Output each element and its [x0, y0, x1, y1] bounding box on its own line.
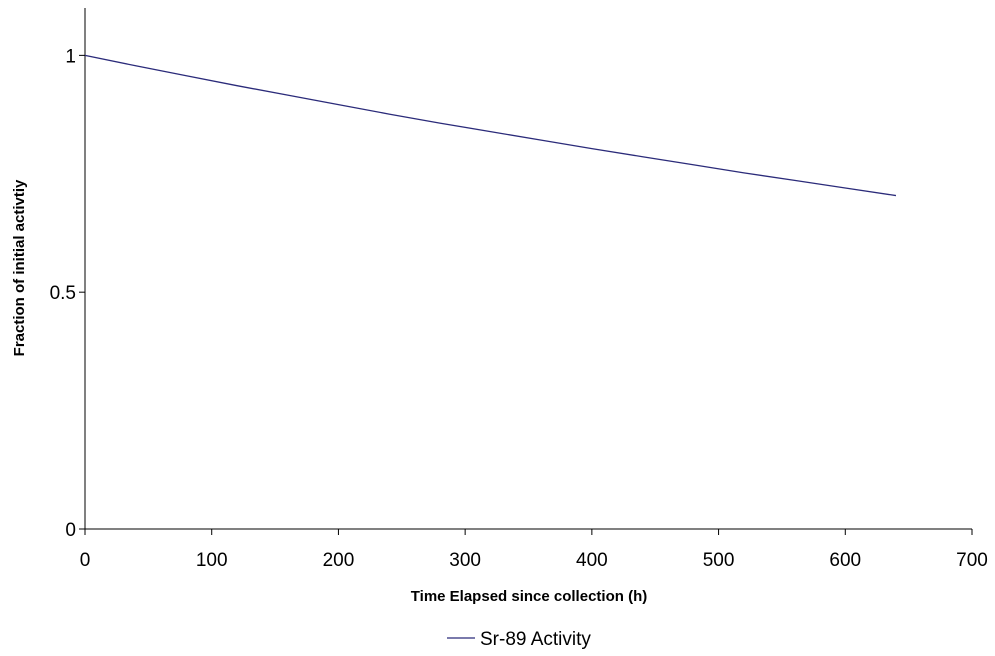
x-tick-label: 0	[80, 550, 91, 571]
series-layer	[85, 55, 896, 195]
x-axis-ticks: 0 100 200 300 400 500 600 700	[80, 529, 988, 571]
x-axis-title: Time Elapsed since collection (h)	[411, 588, 647, 605]
legend: Sr-89 Activity	[447, 629, 591, 650]
x-tick-label: 500	[703, 550, 735, 571]
x-tick-label: 200	[323, 550, 355, 571]
y-tick-label: 1	[65, 46, 76, 67]
legend-label-sr-89: Sr-89 Activity	[480, 629, 591, 650]
y-axis-ticks: 00.51	[50, 46, 85, 541]
y-tick-label: 0.5	[50, 283, 76, 304]
x-tick-label: 600	[829, 550, 861, 571]
x-tick-label: 100	[196, 550, 228, 571]
x-tick-label: 300	[449, 550, 481, 571]
x-tick-label: 700	[956, 550, 988, 571]
series-line-sr-89	[85, 55, 896, 195]
y-axis-title: Fraction of initial activtiy	[11, 179, 28, 356]
y-tick-label: 0	[65, 520, 76, 541]
plot-area: 0 100 200 300 400 500 600 700 00.51	[50, 8, 988, 571]
x-tick-label: 400	[576, 550, 608, 571]
